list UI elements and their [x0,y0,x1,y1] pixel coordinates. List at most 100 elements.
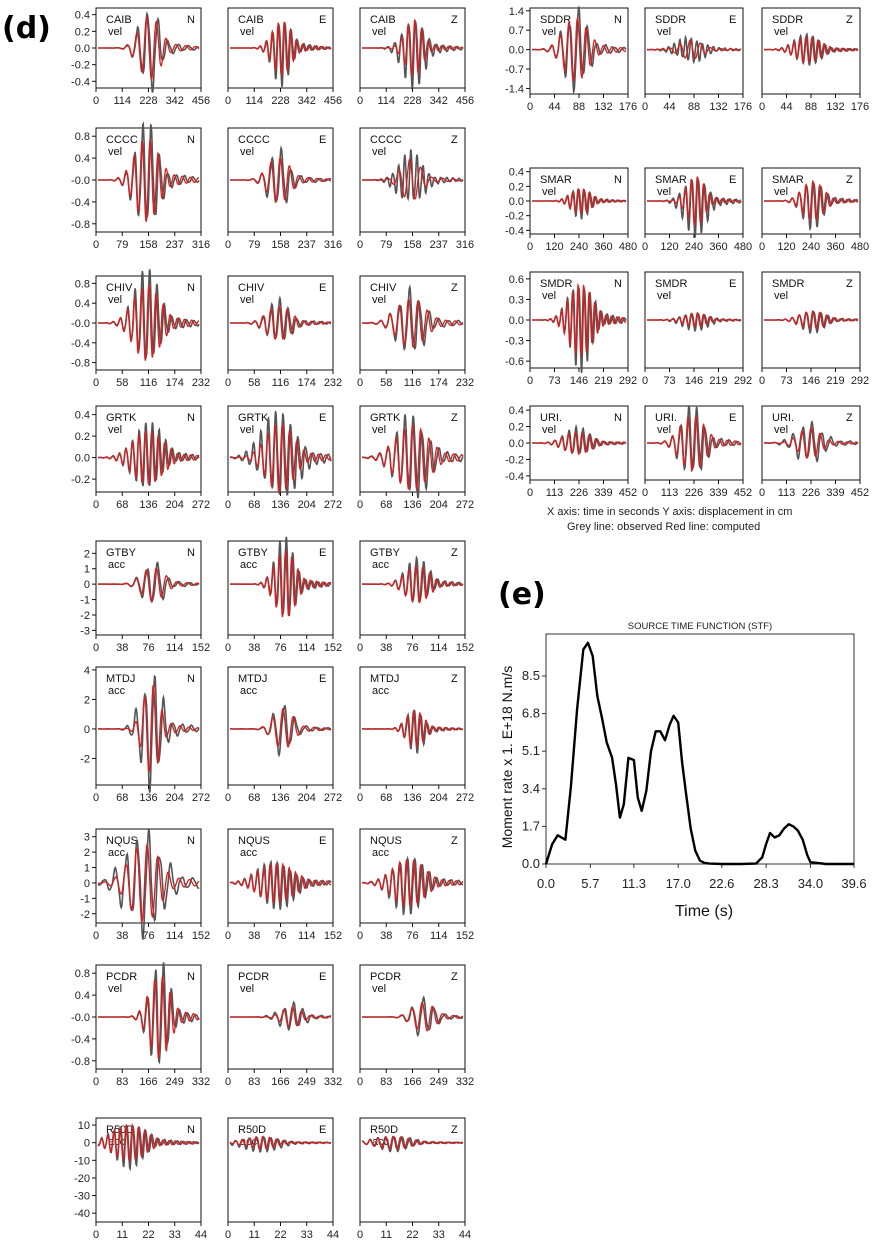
component-label: Z [451,835,458,847]
record-kind: vel [108,983,122,995]
component-label: E [319,547,326,559]
component-label: N [187,1124,195,1136]
x-tick-label: 0 [642,375,648,387]
component-label: N [187,412,195,424]
x-tick-label: 0 [759,241,765,253]
x-tick-label: 176 [851,101,869,113]
y-tick-label: 0.0 [509,196,524,208]
observed-trace [97,829,200,940]
record-kind: vel [774,290,788,302]
record-kind: vel [372,146,386,158]
record-kind: acc [372,559,390,571]
x-tick-label: 0 [357,930,363,942]
y-tick-label: 2 [84,847,90,859]
computed-trace [97,843,200,924]
computed-trace [230,708,332,748]
waveform-cell-URI-N: URI.vel N 0 113 226 339 452 0.4 0.2 0.0 -0.2 -0.4 [505,405,637,499]
station-name: GRTK [106,412,137,424]
stf-y-tick-label: 8.5 [522,668,540,683]
station-name: SMAR [540,174,572,186]
x-tick-label: 83 [380,1076,392,1088]
x-tick-label: 204 [430,792,448,804]
y-tick-label: 1.4 [509,6,524,18]
x-tick-label: 204 [298,499,316,511]
y-tick-label: 0.2 [75,431,90,443]
record-kind: vel [108,294,122,306]
x-tick-label: 152 [324,642,342,654]
stf-y-tick-label: 6.8 [522,706,540,721]
record-kind: acc [240,685,258,697]
x-tick-label: 38 [380,642,392,654]
panel-d-label: (d) [2,11,51,46]
record-kind: vel [240,983,254,995]
station-name: SDDR [540,14,571,26]
x-tick-label: 0 [225,239,231,251]
component-label: Z [451,134,458,146]
x-tick-label: 342 [430,95,448,107]
x-tick-label: 114 [166,642,184,654]
y-tick-label: -2 [80,610,90,622]
x-tick-label: 316 [456,239,474,251]
x-tick-label: 176 [734,101,752,113]
x-tick-label: 0 [527,375,533,387]
station-name: CAIB [370,14,396,26]
y-tick-label: -0.4 [71,1034,90,1046]
station-name: SDDR [772,14,803,26]
x-tick-label: 73 [548,375,560,387]
x-tick-label: 88 [688,101,700,113]
x-tick-label: 0 [642,101,648,113]
stf-x-tick-label: 34.0 [798,876,823,891]
line-legend-note: Grey line: observed Red line: computed [567,521,760,533]
x-tick-label: 152 [456,642,474,654]
stf-x-tick-label: 22.6 [709,876,734,891]
x-tick-label: 0 [93,1229,99,1241]
observed-trace [647,34,742,65]
y-tick-label: 0.2 [75,26,90,38]
x-tick-label: 226 [570,487,588,499]
x-tick-label: 166 [139,1076,157,1088]
x-tick-label: 342 [166,95,184,107]
x-tick-label: 76 [274,642,286,654]
x-tick-label: 116 [272,377,290,389]
computed-trace [229,1135,332,1150]
x-tick-label: 452 [619,487,637,499]
x-tick-label: 152 [324,930,342,942]
y-tick-label: 0.0 [75,43,90,55]
computed-trace [230,423,332,494]
x-tick-label: 0 [527,241,533,253]
component-label: N [614,412,622,424]
y-tick-label: 0 [84,724,90,736]
x-tick-label: 136 [403,792,421,804]
x-tick-label: 152 [192,642,210,654]
station-name: SMAR [772,174,804,186]
x-tick-label: 174 [298,377,316,389]
station-name: CAIB [106,14,132,26]
station-name: GTBY [106,547,137,559]
station-name: GRTK [238,412,269,424]
x-tick-label: 76 [142,642,154,654]
y-tick-label: 10 [78,1120,90,1132]
x-tick-label: 0 [357,239,363,251]
x-tick-label: 237 [298,239,316,251]
x-tick-label: 120 [777,241,795,253]
y-tick-label: -2 [80,753,90,765]
record-kind: acc [372,685,390,697]
x-tick-label: 174 [430,377,448,389]
x-tick-label: 0 [93,930,99,942]
x-tick-label: 0 [357,792,363,804]
y-tick-label: 3 [84,832,90,844]
y-tick-label: 0.8 [75,278,90,290]
stf-x-tick-label: 39.6 [841,876,866,891]
x-tick-label: 292 [851,375,869,387]
x-tick-label: 360 [709,241,727,253]
x-tick-label: 120 [660,241,678,253]
x-tick-label: 0 [93,377,99,389]
y-tick-label: 0.6 [509,274,524,286]
